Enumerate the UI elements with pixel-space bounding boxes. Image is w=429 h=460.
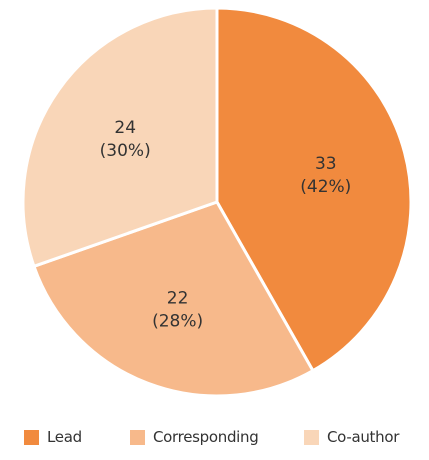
legend-label-co-author: Co-author: [327, 428, 400, 446]
slice-value-label-co-author: 24: [114, 118, 136, 138]
legend-item-corresponding: Corresponding: [130, 426, 259, 448]
legend-item-lead: Lead: [24, 426, 82, 448]
slice-percent-label-corresponding: (28%): [152, 311, 203, 331]
legend-label-lead: Lead: [47, 428, 82, 446]
slice-value-label-corresponding: 22: [167, 288, 189, 308]
slice-value-label-lead: 33: [315, 154, 337, 174]
legend-item-co-author: Co-author: [304, 426, 399, 448]
pie-slice-lead: [215, 6, 413, 373]
pie-slice-labels: 33 (42%) 22 (28%) 24 (30%): [100, 118, 352, 331]
pie-slice-co-author: [21, 6, 219, 268]
legend-swatch-lead: [24, 429, 39, 445]
pie-slices: [21, 6, 413, 398]
legend-swatch-co-author: [304, 429, 319, 445]
legend: Lead Corresponding Co-author: [0, 426, 429, 448]
pie-slice-corresponding: [32, 200, 315, 398]
legend-label-corresponding: Corresponding: [153, 428, 259, 446]
slice-percent-label-lead: (42%): [300, 177, 351, 197]
slice-percent-label-co-author: (30%): [100, 141, 151, 161]
legend-swatch-corresponding: [130, 429, 145, 445]
